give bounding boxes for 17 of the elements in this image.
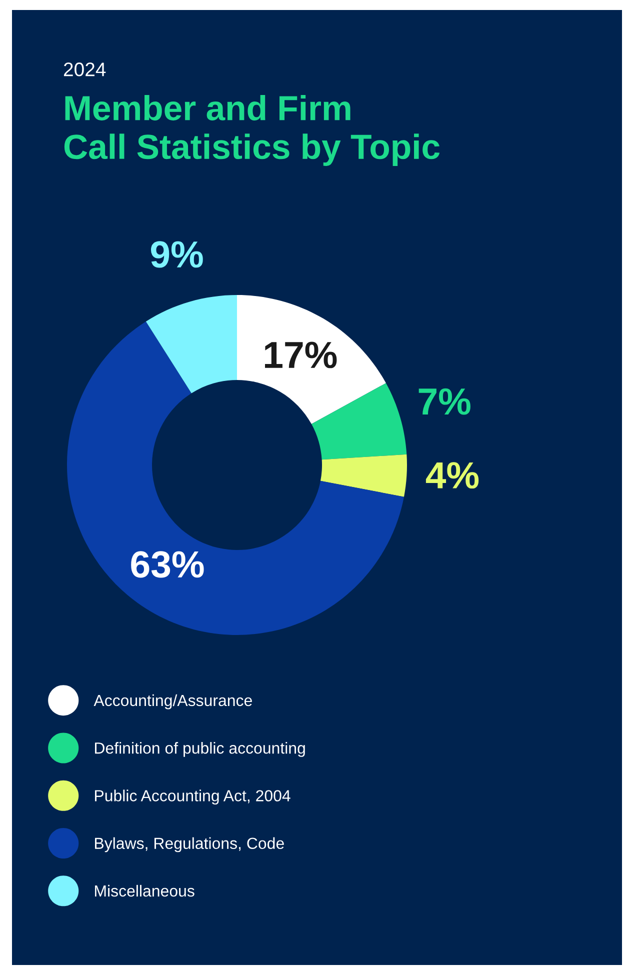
data-label: 7% [418, 388, 470, 415]
legend-label: Bylaws, Regulations, Code [95, 837, 284, 852]
legend-label: Public Accounting Act, 2004 [95, 790, 290, 805]
donut-slice [67, 321, 404, 635]
chart-subtitle: 2024 [64, 62, 106, 76]
legend-label: Definition of public accounting [95, 742, 305, 757]
legend-label: Miscellaneous [95, 884, 194, 897]
chart-title: Member and Firm Call Statistics by Topic [64, 95, 440, 166]
data-label: 4% [426, 462, 479, 489]
data-label: 9% [150, 241, 203, 268]
legend-label: Accounting/Assurance [94, 694, 252, 710]
donut-slice [320, 454, 407, 497]
donut-slice [237, 295, 386, 424]
donut-slice [146, 295, 237, 394]
donut-slice [311, 383, 407, 460]
data-label: 17% [265, 342, 337, 368]
data-label: 63% [131, 551, 204, 578]
